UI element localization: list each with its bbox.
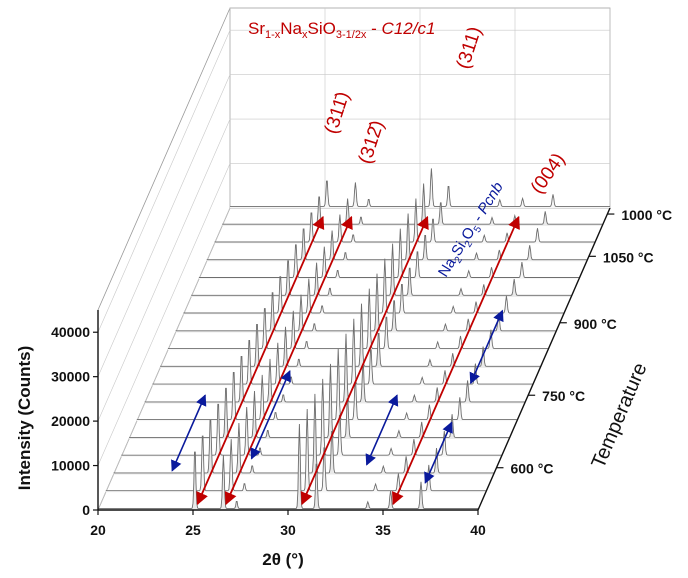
reflection-004: (004) [527,149,570,197]
y-axis-title: Intensity (Counts) [15,346,34,491]
x-tick-label: 40 [470,522,486,538]
chart-walls [97,7,611,511]
z-tick-label: 600 °C [510,461,553,477]
y-tick-label: 10000 [51,458,90,474]
reflection-311: (311) [453,24,486,71]
secondary-phase-arrow [171,394,207,472]
y-tick-label: 20000 [51,413,90,429]
secondary-phase-arrow [365,394,399,466]
peak-arrows [171,215,520,506]
side-wall-gridline [97,30,231,333]
y-tick-label: 0 [82,502,90,518]
side-wall-gridline [97,163,231,466]
primary-phase-arrow [392,215,520,506]
y-tick-label: 40000 [51,324,90,340]
chart-axes: 20 25 30 35 40 0 10000 20000 30000 40000 600 °C 750… [51,207,672,538]
secondary-phase-arrow [250,370,291,460]
primary-phase-label: Sr1-xNaxSiO3-1/2x - C12/c1 [248,19,435,41]
diffraction-trace [230,168,610,207]
z-tick-label: 750 °C [542,388,585,404]
x-tick-label: 35 [375,522,391,538]
side-wall-gridline [97,74,231,377]
x-tick-label: 30 [280,522,296,538]
reflection-311bar: (311̄) [321,89,354,136]
x-tick-label: 20 [90,522,106,538]
z-tick-label: 900 °C [574,316,617,332]
diffraction-trace [98,423,478,509]
side-wall-gridline [97,118,231,422]
z-tick-label: 1050 °C [603,249,654,265]
z-tick-label: 1000 °C [621,207,672,223]
secondary-phase-arrow [424,421,453,484]
y-tick-label: 30000 [51,369,90,385]
x-axis-title: 2θ (°) [262,550,304,569]
z-axis-line [477,207,611,511]
reflection-312bar: (312̄) [355,118,389,167]
x-tick-label: 25 [185,522,201,538]
z-axis-title: Temperature [587,360,651,472]
secondary-phase-arrow [469,309,504,385]
